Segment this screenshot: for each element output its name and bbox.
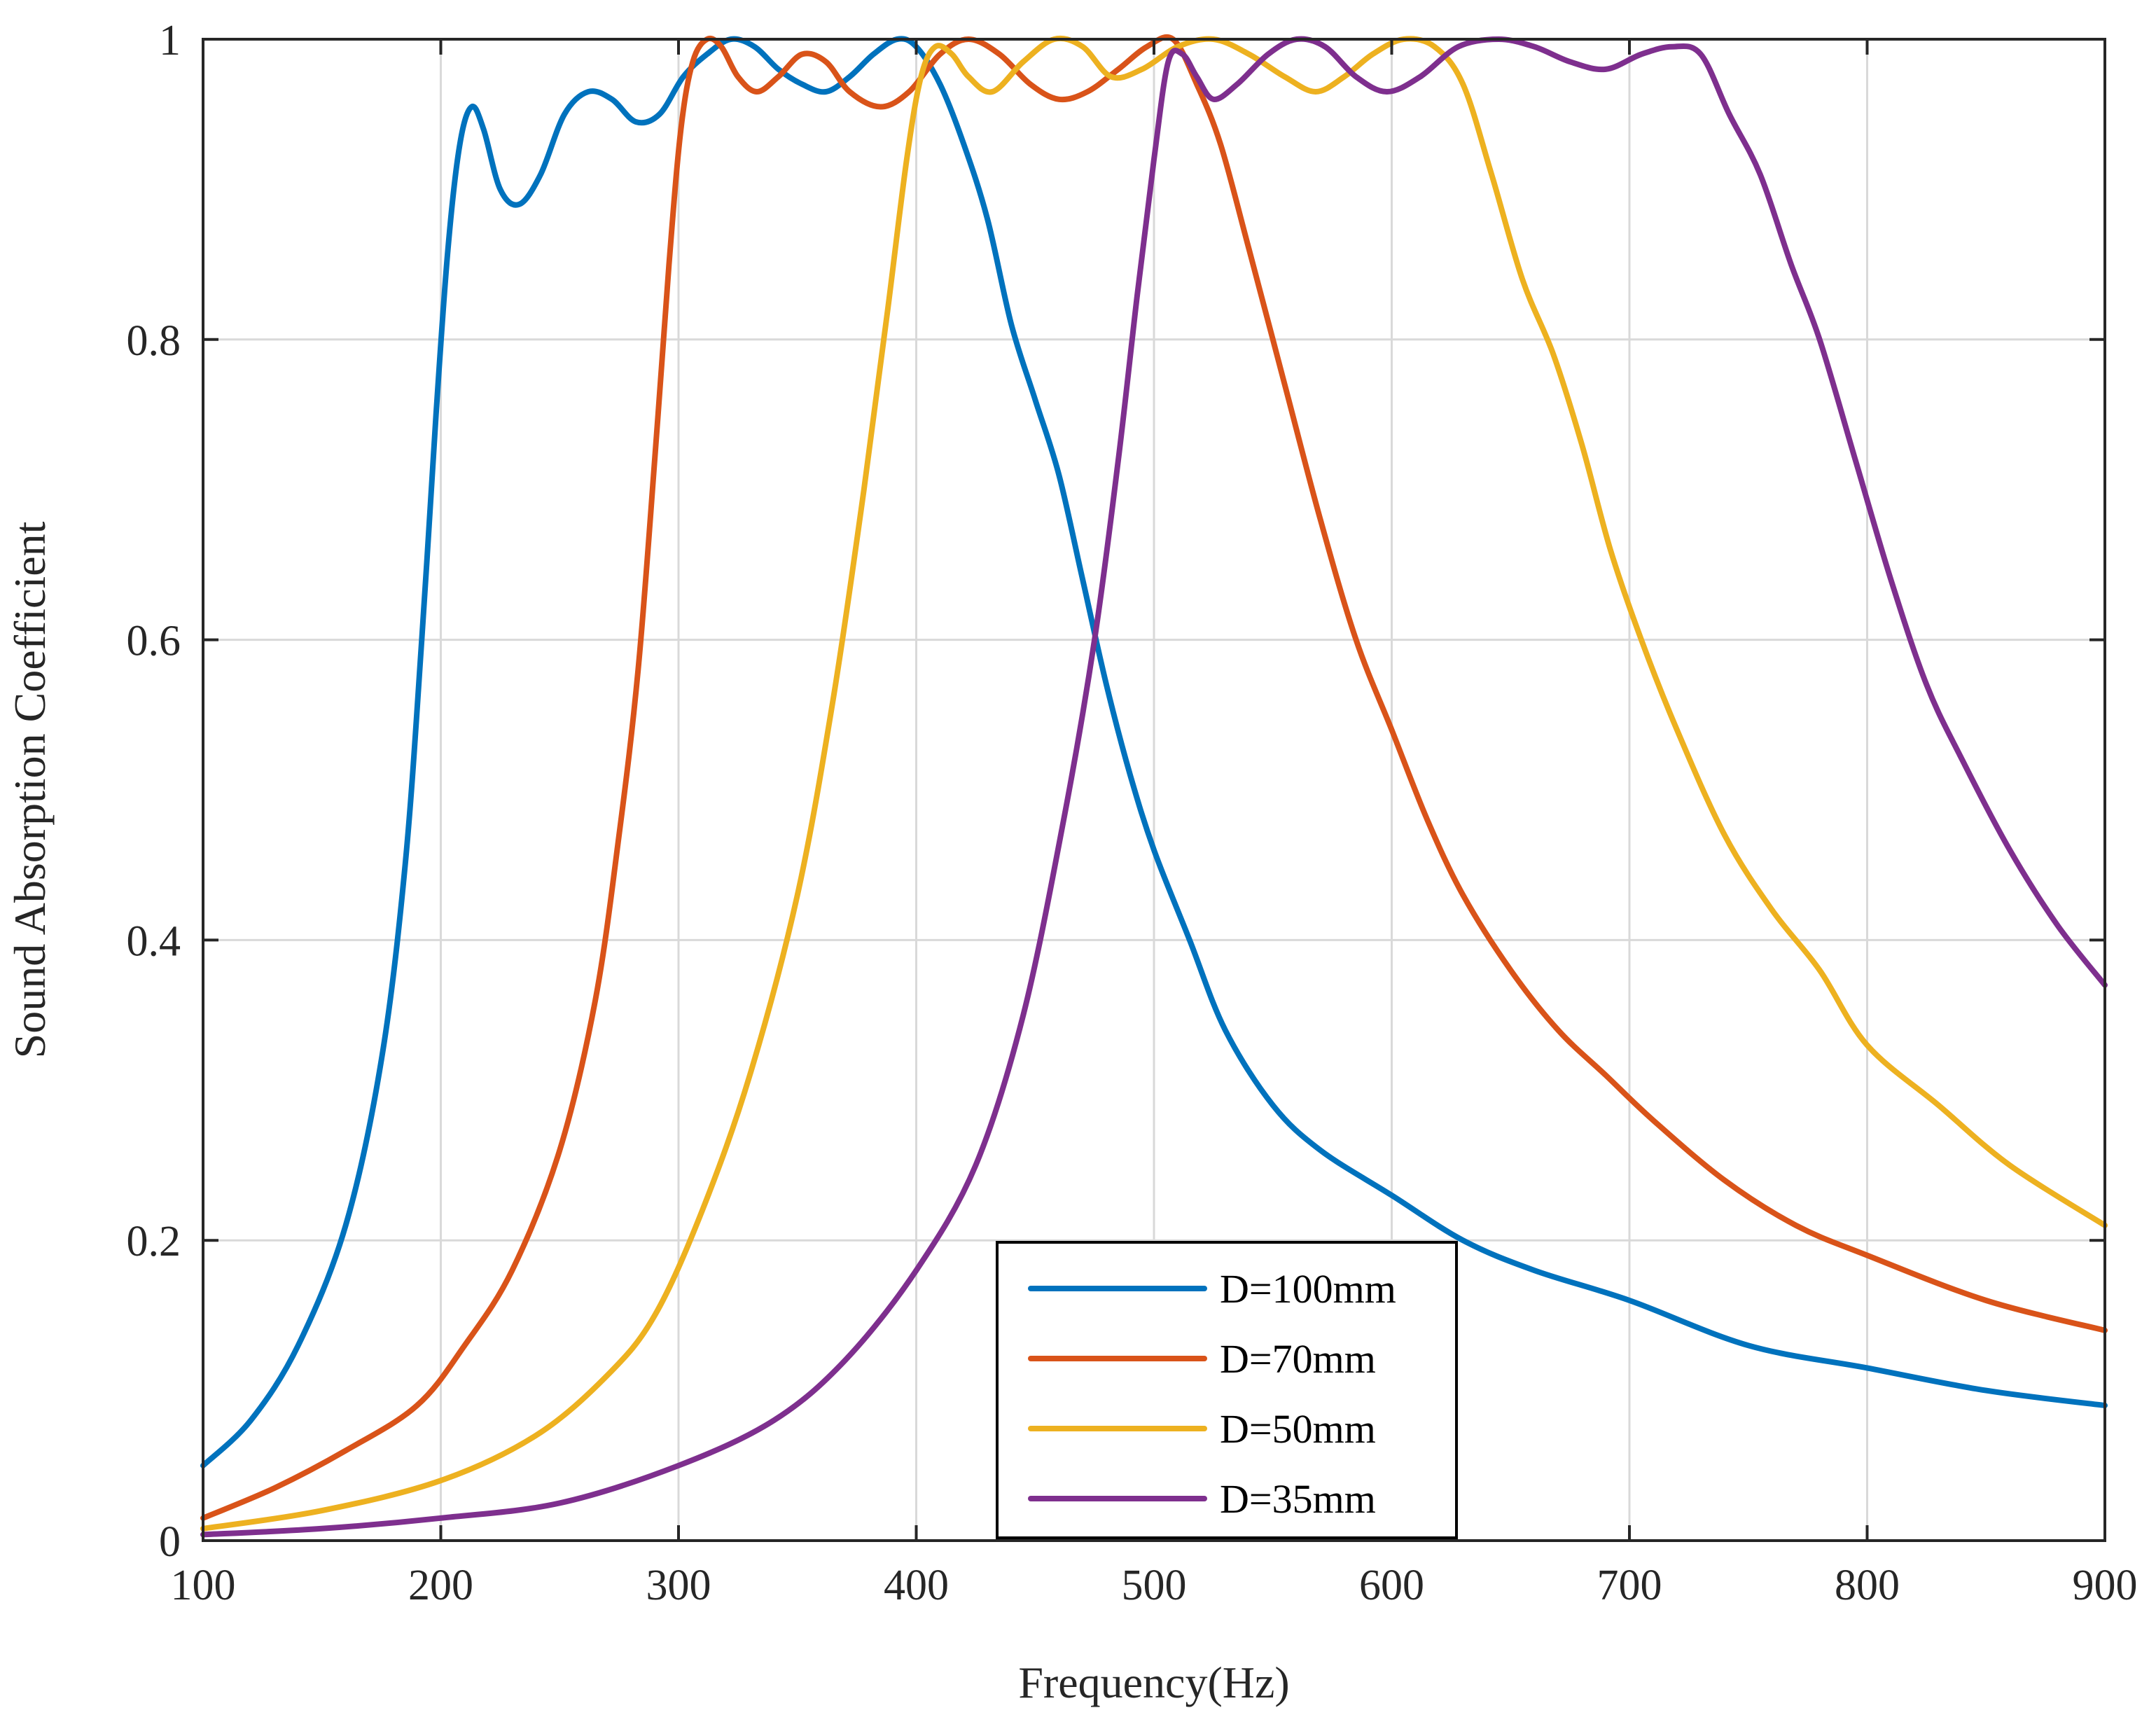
x-axis-title: Frequency(Hz) <box>1018 1658 1289 1707</box>
x-tick-labels: 100 200 300 400 500 600 700 800 900 <box>171 1562 2138 1609</box>
x-tick-label: 600 <box>1359 1562 1424 1609</box>
y-tick-labels: 0 0.2 0.4 0.6 0.8 1 <box>127 17 181 1566</box>
y-tick-label: 0.8 <box>127 317 181 365</box>
x-tick-label: 900 <box>2073 1562 2138 1609</box>
y-tick-label: 0.4 <box>127 917 181 965</box>
legend-label: D=50mm <box>1220 1406 1376 1452</box>
x-tick-label: 300 <box>646 1562 711 1609</box>
x-tick-label: 800 <box>1835 1562 1900 1609</box>
legend: D=100mm D=70mm D=50mm D=35mm <box>996 1241 1458 1539</box>
legend-label: D=35mm <box>1220 1476 1376 1522</box>
x-tick-label: 400 <box>884 1562 949 1609</box>
x-tick-label: 700 <box>1597 1562 1662 1609</box>
legend-box <box>996 1241 1458 1539</box>
y-tick-label: 0 <box>159 1518 181 1566</box>
y-axis-title: Sound Absorption Coefficient <box>5 521 55 1058</box>
legend-label: D=70mm <box>1220 1336 1376 1382</box>
series-line-d-35mm <box>200 36 2108 1538</box>
x-tick-label: 200 <box>408 1562 473 1609</box>
legend-label: D=100mm <box>1220 1266 1396 1312</box>
x-tick-label: 500 <box>1122 1562 1187 1609</box>
series-line-d-100mm <box>200 36 2108 1468</box>
y-tick-label: 0.2 <box>127 1218 181 1265</box>
y-tick-label: 0.6 <box>127 618 181 665</box>
y-tick-label: 1 <box>159 17 181 64</box>
series-line-d-50mm <box>200 35 2108 1532</box>
axis-ticks <box>202 38 2106 1542</box>
x-tick-label: 100 <box>171 1562 236 1609</box>
